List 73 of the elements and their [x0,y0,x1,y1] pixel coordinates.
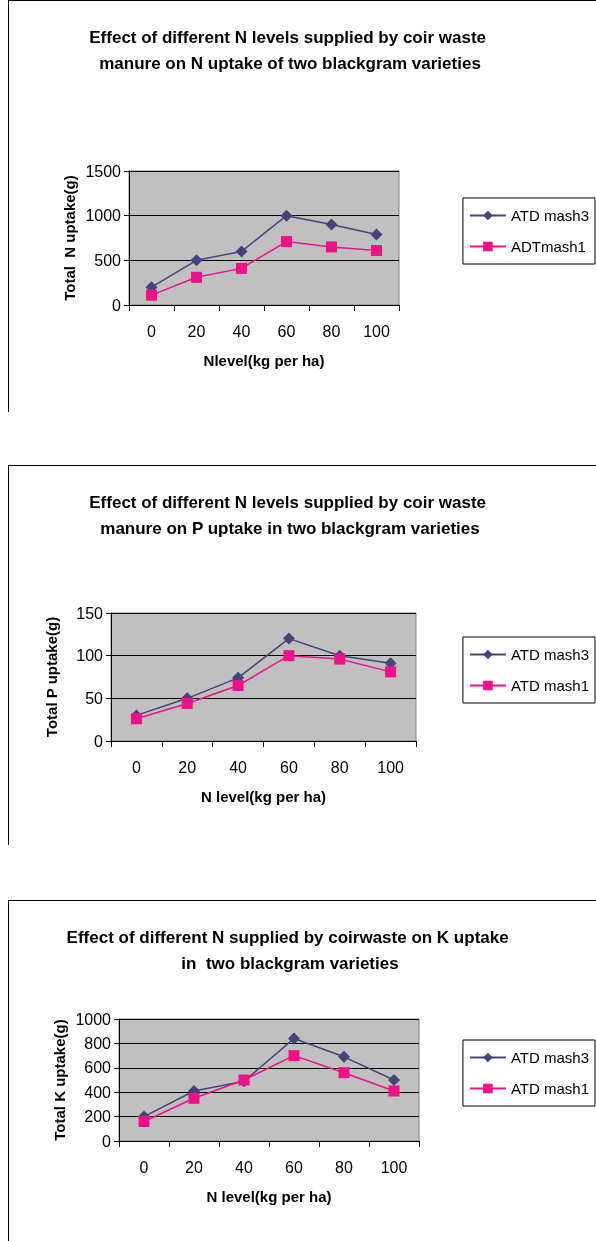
point [334,653,346,665]
legend-label: ADTmash1 [510,238,586,255]
x-tick-label: 80 [322,322,341,340]
y-tick-label: 100 [76,647,104,665]
point [325,218,338,231]
x-axis-title: N level(kg per ha) [200,788,327,805]
point [288,1032,300,1045]
legend-label: ATD mash1 [510,677,589,694]
x-tick-label: 40 [235,1158,253,1176]
y-tick-label: 1500 [85,162,122,180]
y-tick-label: 400 [84,1083,112,1101]
x-tick-label: 0 [139,1158,149,1176]
x-tick-label: 40 [232,322,251,340]
point [232,680,244,692]
point [388,1074,400,1086]
point [283,650,295,662]
y-tick-label: 0 [102,1132,112,1150]
y-axis-title: Total N uptake(g) [61,175,78,301]
point [146,289,157,301]
y-tick-label: 800 [84,1034,112,1052]
point [280,209,293,222]
x-tick-label: 20 [187,322,206,340]
point [181,697,193,709]
point [338,1067,350,1079]
point [236,262,247,274]
point [388,1085,400,1097]
y-tick-label: 500 [94,251,122,269]
x-tick-label: 20 [185,1158,203,1176]
point [190,254,203,267]
point [130,713,142,725]
chart-title: Effect of different N levels supplied by coir waste manure on P uptake in two blackgram varieties [89,492,491,538]
x-tick-label: 100 [377,758,405,776]
x-axis-title: N level(kg per ha) [206,1188,332,1205]
point [371,245,382,257]
x-tick-label: 100 [363,322,390,340]
y-tick-label: 0 [112,296,122,314]
point [282,632,295,645]
y-tick-label: 0 [94,732,104,750]
y-axis-title: Total K uptake(g) [51,1019,68,1141]
legend-label: ATD mash3 [510,1049,589,1066]
point [385,666,397,678]
y-tick-label: 150 [76,604,104,622]
x-tick-label: 60 [285,1158,303,1176]
y-tick-label: 1000 [75,1010,112,1028]
x-tick-label: 20 [178,758,197,776]
point [370,228,383,241]
x-tick-label: 80 [330,758,349,776]
legend-label: ATD mash3 [510,207,589,224]
x-tick-label: 0 [131,758,141,776]
y-axis-title: Total P uptake(g) [43,616,60,738]
y-tick-label: 1000 [85,207,122,225]
x-tick-label: 40 [229,758,248,776]
point [191,271,202,283]
legend-label: ATD mash1 [510,1080,589,1097]
y-tick-label: 50 [85,689,104,707]
point [338,1050,350,1063]
x-tick-label: 60 [277,322,296,340]
y-tick-label: 600 [84,1059,112,1077]
x-tick-label: 0 [147,322,157,340]
point [281,236,292,248]
chart-title: Effect of different N supplied by coirwaste on K uptake in two blackgram varieties [66,927,514,973]
point [188,1092,200,1104]
legend-label: ATD mash3 [510,646,589,663]
point [326,241,337,253]
point [288,1050,300,1062]
y-tick-label: 200 [84,1108,112,1126]
point [138,1115,150,1127]
x-axis-title: Nlevel(kg per ha) [203,352,325,369]
x-tick-label: 100 [380,1158,408,1176]
chart-title: Effect of different N levels supplied by coir waste manure on N uptake of two blackgram varieties [89,27,491,73]
point [235,245,248,258]
x-tick-label: 60 [280,758,298,776]
x-tick-label: 80 [335,1158,353,1176]
